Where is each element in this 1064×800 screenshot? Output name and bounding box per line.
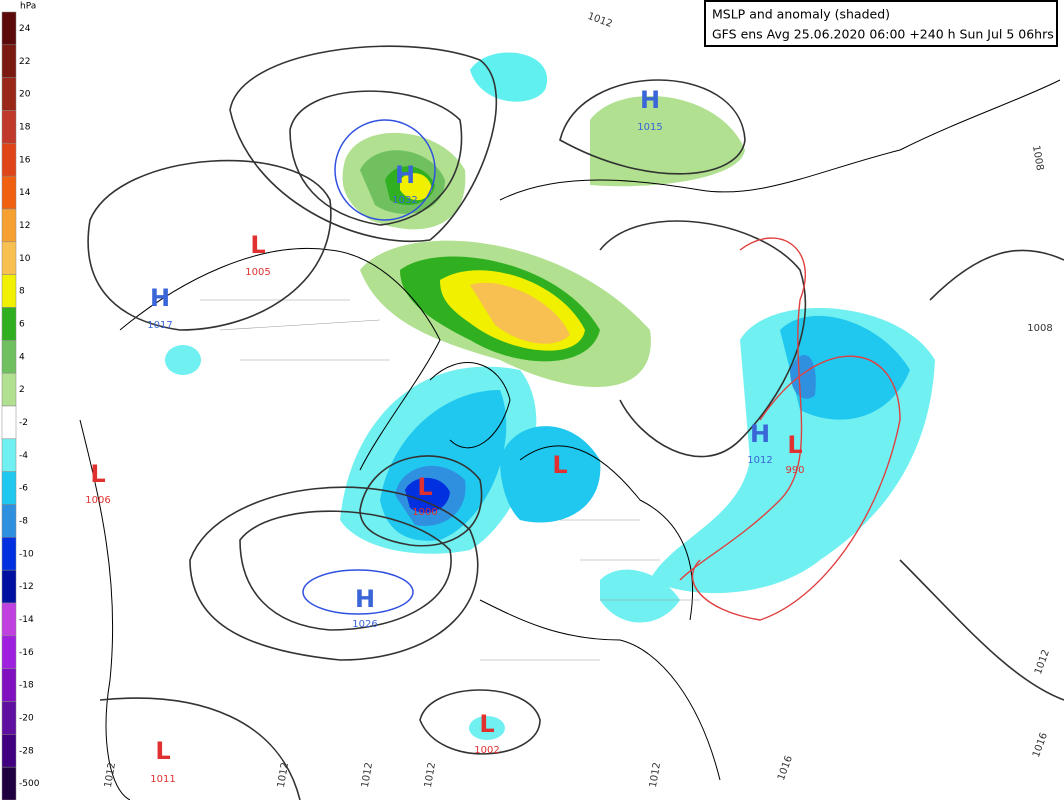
legend-label: -4 [19, 451, 28, 461]
center-letter: L [787, 431, 802, 459]
legend-label: -16 [19, 648, 34, 658]
center-pressure: 1012 [747, 455, 772, 466]
center-pressure: 1026 [352, 619, 377, 630]
isobar-label: 1012 [586, 11, 614, 30]
center-pressure: 1017 [147, 320, 172, 331]
center-pressure: 990 [785, 465, 804, 476]
anomaly-shading [165, 52, 935, 740]
legend-label: -14 [19, 615, 34, 625]
title-box [704, 0, 1058, 47]
isobar-label: 1008 [1030, 145, 1045, 172]
legend-label: -18 [19, 681, 34, 691]
center-letter: L [90, 460, 105, 488]
legend-swatch [1, 11, 17, 46]
legend-swatch [1, 44, 17, 78]
title-line: GFS ens Avg 25.06.2020 06:00 +240 h Sun … [712, 27, 1054, 42]
legend-swatch [1, 701, 17, 735]
center-letter: H [640, 86, 660, 114]
legend-label: 22 [19, 57, 30, 67]
legend-label: 2 [19, 385, 25, 395]
legend-label: 6 [19, 319, 25, 329]
legend-label: 4 [19, 352, 25, 362]
legend: 24 22 20 18 16 14 12 10 8 6 4 2 -2 -4 -6 -8 -10 -12 -14 -16… [1, 11, 40, 800]
legend-swatch [1, 208, 17, 243]
legend-label: -10 [19, 549, 34, 559]
legend-swatch [1, 372, 17, 407]
legend-label: -6 [19, 484, 28, 494]
isobar-label: 1016 [1031, 731, 1050, 759]
legend-label: 20 [19, 90, 31, 100]
legend-unit: hPa [20, 2, 36, 12]
title-line: MSLP and anomaly (shaded) [712, 7, 890, 22]
center-pressure: 1032 [392, 195, 417, 206]
legend-swatch [1, 110, 17, 144]
center-letter: H [150, 284, 170, 312]
legend-label: -28 [19, 746, 34, 756]
legend-label: -12 [19, 582, 34, 592]
isobar-label: 1012 [1033, 648, 1052, 676]
pressure-systems [302, 119, 901, 621]
center-letter: L [250, 231, 265, 259]
legend-label: -500 [19, 779, 40, 789]
legend-label: 24 [19, 24, 31, 34]
isobar-label: 1012 [276, 762, 291, 789]
legend-swatch [1, 175, 17, 210]
center-letter: H [395, 161, 415, 189]
isobar-label: 1008 [1027, 323, 1052, 334]
isobar-label: 1012 [648, 762, 663, 789]
center-letter: L [552, 451, 567, 479]
isobars [87, 45, 1064, 800]
legend-swatch [1, 307, 17, 341]
isobar-label: 1016 [776, 754, 795, 782]
legend-swatch [1, 635, 17, 669]
legend-label: 14 [19, 188, 31, 198]
legend-swatch [1, 504, 17, 538]
legend-label: -8 [19, 516, 28, 526]
legend-swatch [1, 668, 17, 702]
isobar-label: 1012 [103, 762, 118, 789]
legend-swatch [1, 143, 17, 177]
legend-label: 8 [19, 287, 25, 297]
legend-swatch [1, 274, 17, 308]
center-pressure: 1000 [412, 507, 437, 518]
center-letter: L [417, 473, 432, 501]
legend-swatch [1, 766, 17, 800]
legend-swatch [1, 471, 17, 505]
legend-swatch [1, 405, 17, 440]
legend-label: 18 [19, 122, 31, 132]
legend-label: -20 [19, 713, 34, 723]
legend-swatch [1, 77, 17, 111]
legend-swatch [1, 340, 17, 374]
legend-label: 12 [19, 221, 30, 231]
isobar-label: 1012 [360, 762, 375, 789]
legend-swatch [1, 241, 17, 275]
legend-label: 16 [19, 155, 31, 165]
legend-swatch [1, 438, 17, 472]
center-pressure: 1002 [474, 745, 499, 756]
legend-swatch [1, 602, 17, 637]
legend-swatch [1, 537, 17, 571]
center-letter: H [355, 585, 375, 613]
center-pressure: 1006 [85, 495, 110, 506]
center-pressure: 1005 [245, 267, 270, 278]
legend-label: 10 [19, 254, 31, 264]
center-pressure: 1015 [637, 122, 662, 133]
legend-swatch [1, 734, 17, 768]
center-letter: H [750, 420, 770, 448]
legend-swatch [1, 569, 17, 604]
isobar-label: 1012 [423, 762, 438, 789]
center-letter: L [479, 710, 494, 738]
center-letter: L [155, 737, 170, 765]
center-pressure: 1011 [150, 774, 175, 785]
legend-label: -2 [19, 418, 28, 428]
